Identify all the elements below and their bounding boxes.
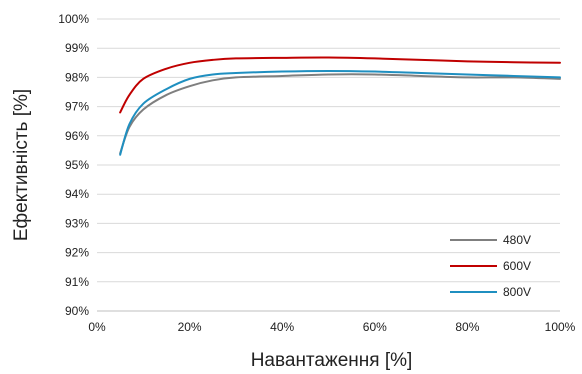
y-tick-label-92: 92% [65, 246, 89, 260]
y-axis-title: Ефективність [%] [11, 89, 32, 241]
y-axis-ticks: 90% 91% 92% 93% 94% 95% 96% 97% 98% 99% 100% [58, 12, 89, 318]
y-tick-label-90: 90% [65, 304, 89, 318]
x-tick-label-80: 80% [455, 320, 479, 334]
x-tick-label-0: 0% [88, 320, 106, 334]
x-tick-label-60: 60% [363, 320, 387, 334]
y-tick-label-99: 99% [65, 41, 89, 55]
y-tick-label-91: 91% [65, 275, 89, 289]
series-lines [119, 56, 561, 156]
x-axis-ticks: 0% 20% 40% 60% 80% 100% [88, 320, 575, 334]
y-tick-label-98: 98% [65, 70, 89, 84]
series-line-600V [119, 56, 561, 114]
y-tick-label-93: 93% [65, 216, 89, 230]
x-tick-label-20: 20% [178, 320, 202, 334]
y-tick-label-100: 100% [58, 12, 89, 26]
y-tick-label-94: 94% [65, 187, 89, 201]
x-axis-title: Навантаження [%] [251, 350, 413, 371]
series-line-800V [119, 69, 561, 156]
legend-label-480V: 480V [503, 233, 531, 247]
legend: 480V 600V 800V [450, 233, 531, 299]
y-tick-label-95: 95% [65, 158, 89, 172]
y-tick-label-97: 97% [65, 100, 89, 114]
x-tick-label-100: 100% [545, 320, 576, 334]
legend-label-800V: 800V [503, 285, 531, 299]
gridlines [97, 18, 560, 312]
x-tick-label-40: 40% [270, 320, 294, 334]
legend-label-600V: 600V [503, 259, 531, 273]
y-tick-label-96: 96% [65, 129, 89, 143]
series-line-480V [119, 73, 561, 155]
